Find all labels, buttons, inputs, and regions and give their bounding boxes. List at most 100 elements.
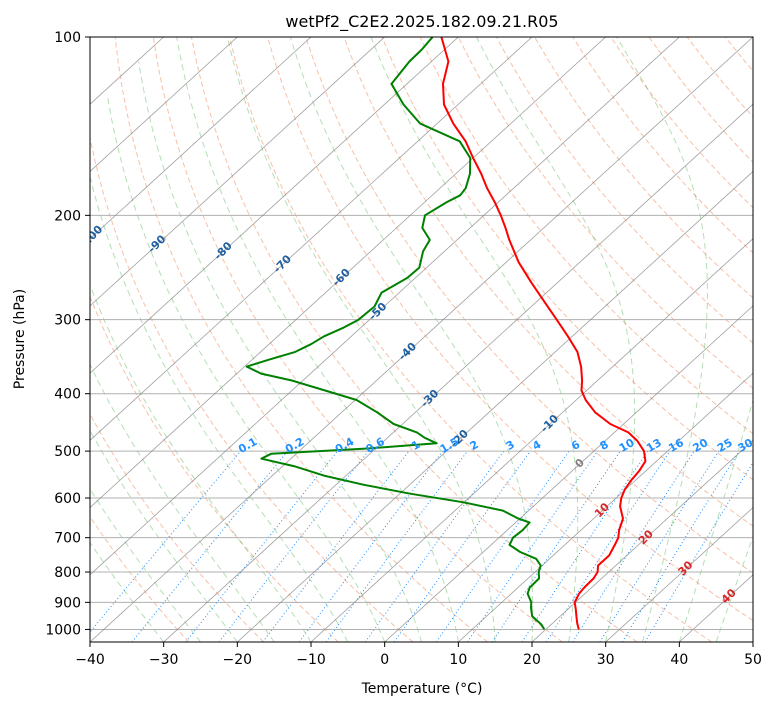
dry-adiabat (152, 37, 563, 642)
isotherm-line (458, 372, 753, 642)
dry-adiabat (114, 37, 488, 642)
x-tick-label: 50 (744, 652, 762, 668)
dry-adiabat (343, 37, 753, 527)
mixing-ratio-line (364, 450, 505, 642)
isotherm-line (531, 439, 753, 642)
dry-adiabat (305, 37, 753, 574)
dry-adiabat (190, 37, 638, 642)
y-tick-label: 200 (54, 208, 81, 224)
mixing-ratio-line (621, 450, 740, 642)
dry-adiabat (610, 37, 753, 209)
isotherm-line (752, 641, 753, 642)
moist-adiabat (90, 174, 349, 642)
y-tick-label: 300 (54, 313, 81, 329)
moist-adiabat (90, 429, 238, 642)
x-axis: −40 −30 −20 −10 0 10 20 30 40 50 (75, 642, 762, 668)
isotherm-line (605, 507, 753, 642)
moist-adiabat (226, 37, 496, 642)
mixing-ratio-line (491, 450, 621, 642)
isotherm-line (90, 37, 238, 172)
dry-adiabat (381, 37, 753, 481)
dry-adiabat (90, 295, 339, 642)
x-tick-label: 30 (597, 652, 615, 668)
moist-adiabat (715, 535, 753, 642)
x-tick-label: −20 (223, 652, 253, 668)
isotherm-line (90, 37, 753, 642)
chart-title: wetPf2_C2E2.2025.182.09.21.R05 (285, 12, 558, 32)
x-axis-label: Temperature (°C) (361, 681, 483, 697)
y-tick-label: 900 (54, 595, 81, 611)
y-tick-label: 1000 (45, 622, 81, 638)
mixing-ratio-line (218, 450, 369, 642)
mixing-ratio-line (298, 450, 444, 642)
x-tick-label: 0 (380, 652, 389, 668)
isotherm-line (384, 305, 753, 642)
y-tick-label: 100 (54, 30, 81, 46)
dry-adiabat (648, 37, 753, 164)
isotherm-line (90, 37, 606, 509)
line-label: 0.4 (333, 435, 357, 456)
isobar-gridlines (90, 37, 753, 630)
isotherm-line (310, 238, 753, 642)
line-label: 20 (690, 436, 710, 455)
x-tick-label: −30 (149, 652, 179, 668)
isotherm-line (90, 37, 312, 240)
mixing-ratio-line (467, 450, 599, 642)
line-label: 25 (715, 436, 735, 455)
dry-adiabat (419, 37, 753, 435)
mixing-ratio-line (185, 450, 338, 642)
mixing-ratio-line (599, 450, 720, 642)
isotherm-line (90, 37, 385, 307)
mixing-ratio-line (262, 450, 410, 642)
isotherm-gridlines (90, 37, 753, 642)
x-tick-label: 40 (670, 652, 688, 668)
profile-series (245, 37, 647, 630)
isotherm-line (90, 37, 680, 576)
dewpoint-profile (245, 37, 546, 630)
line-label: 36 (756, 436, 775, 455)
moist-adiabat (106, 94, 386, 642)
line-label: 16 (666, 436, 686, 455)
moist-adiabat (289, 37, 534, 642)
line-label: 30 (735, 436, 755, 455)
temperature-profile (440, 37, 647, 630)
y-tick-label: 800 (54, 565, 81, 581)
isotherm-line (90, 37, 533, 441)
moist-adiabat (90, 488, 201, 642)
moist-adiabat (90, 283, 312, 642)
dry-adiabat (495, 37, 753, 344)
y-axis-label: Pressure (hPa) (12, 289, 28, 389)
mixing-ratio-line (325, 450, 468, 642)
moist-adiabat (370, 37, 579, 642)
y-tick-label: 500 (54, 444, 81, 460)
dry-adiabat (229, 37, 712, 642)
plot-frame (89, 36, 754, 643)
dry-adiabat (534, 37, 753, 299)
x-tick-label: 20 (523, 652, 541, 668)
x-tick-label: −10 (296, 652, 326, 668)
isotherm-line (163, 103, 753, 642)
moist-adiabat (678, 398, 753, 642)
mixing-ratio-line (545, 450, 671, 642)
x-tick-label: 10 (449, 652, 467, 668)
y-axis: 100 200 300 400 500 600 700 800 900 1000 (45, 30, 90, 638)
dry-adiabat (572, 37, 753, 254)
moist-adiabat (476, 37, 636, 642)
plot-area: -100 -90 -80-70-60-50-40-30-20-10010203040… (90, 37, 775, 642)
dry-adiabat (457, 37, 753, 389)
dry-adiabats (90, 37, 753, 642)
y-tick-label: 700 (54, 531, 81, 547)
dry-adiabat (267, 37, 753, 622)
line-label: 13 (644, 436, 664, 455)
mixing-ratio-line (644, 461, 753, 642)
mixing-ratio-lines (90, 450, 753, 642)
mixing-ratio-line (90, 450, 242, 633)
mixing-ratio-line (572, 450, 695, 642)
y-tick-label: 400 (54, 387, 81, 403)
dry-adiabat (90, 515, 190, 642)
moist-adiabat (616, 37, 708, 642)
dry-adiabat (724, 37, 753, 72)
x-tick-label: −40 (75, 652, 105, 668)
moist-adiabat (138, 61, 422, 642)
